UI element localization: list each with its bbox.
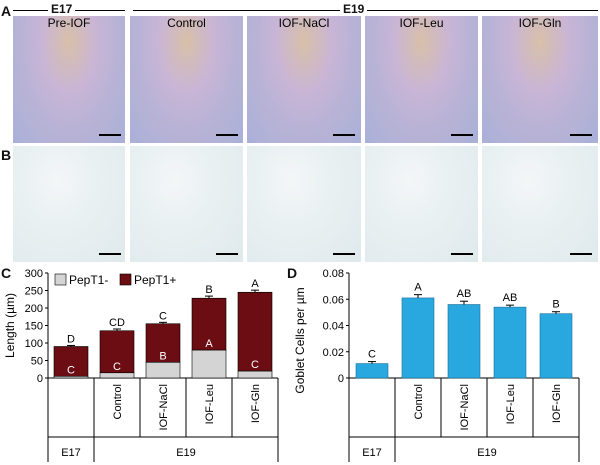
scale-bar: [99, 134, 121, 136]
micrograph-control: Control: [130, 16, 243, 143]
y-tick-label: 50: [31, 356, 43, 368]
bar-letter-pept1-neg: A: [205, 338, 213, 350]
legend-label-pept1-pos: PepT1+: [134, 273, 176, 287]
panel-letter-b: B: [1, 147, 12, 163]
scale-bar: [216, 134, 238, 136]
bar-letter-pept1-neg: C: [67, 364, 75, 376]
bar-pept1-neg: [191, 349, 227, 379]
group-label: E19: [477, 447, 497, 459]
micrograph-b-2: [130, 146, 243, 262]
y-tick-label: 0: [338, 373, 344, 385]
bar-pept1-pos: [191, 297, 227, 351]
significance-letter: CD: [109, 317, 125, 329]
y-axis-label: Goblet Cells per µm: [293, 287, 307, 393]
scale-bar: [216, 253, 238, 255]
y-tick-label: 0.06: [323, 294, 344, 306]
bar-pept1-neg: [145, 361, 181, 379]
bar-goblet: [493, 306, 527, 379]
scale-bar: [99, 253, 121, 255]
y-tick-label: 300: [25, 268, 43, 280]
significance-letter: B: [205, 284, 212, 296]
micrograph-iof-leu: IOF-Leu: [365, 16, 478, 143]
bar-letter-pept1-neg: C: [251, 359, 259, 371]
x-tick-label: Control: [413, 384, 425, 419]
x-tick-label: Control: [112, 384, 124, 419]
micrograph-b-1: [13, 146, 125, 262]
y-tick-label: 0.04: [323, 321, 344, 333]
scale-bar: [451, 134, 473, 136]
significance-letter: A: [414, 282, 422, 294]
goblet-chart: 0 0.02 0.04 0.06 0.08 Goblet Cells per µm C A AB…: [293, 268, 580, 462]
bar-goblet: [539, 313, 573, 379]
group-label: E19: [176, 447, 196, 459]
micrograph-b-5: [482, 146, 598, 262]
y-tick-label: 0: [37, 373, 43, 385]
scale-bar: [570, 134, 592, 136]
y-tick-label: 100: [25, 338, 43, 350]
scale-bar: [570, 253, 592, 255]
bar-pept1-pos: [99, 330, 135, 374]
group-label: E17: [61, 447, 81, 459]
micrograph-pre-iof: Pre-IOF: [13, 16, 125, 143]
micrograph-label: Pre-IOF: [47, 16, 91, 30]
bar-letter-pept1-neg: C: [113, 361, 121, 373]
x-tick-label: IOF-Gln: [250, 384, 262, 423]
legend-swatch-pept1-neg: [54, 273, 67, 286]
x-tick-label: IOF-Gln: [551, 384, 563, 423]
bar-goblet: [401, 297, 435, 379]
bar-pept1-neg: [237, 370, 273, 379]
panel-letter-d: D: [287, 265, 298, 281]
group-label: E17: [362, 447, 382, 459]
y-tick-label: 250: [25, 286, 43, 298]
micrograph-label: IOF-Leu: [399, 16, 444, 30]
x-tick-label: IOF-Leu: [204, 384, 216, 424]
panel-letter-a: A: [1, 3, 12, 19]
x-tick-label: IOF-NaCl: [158, 384, 170, 430]
micrograph-iof-nacl: IOF-NaCl: [247, 16, 361, 143]
y-tick-label: 200: [25, 303, 43, 315]
x-tick-label: IOF-Leu: [505, 384, 517, 424]
bar-pept1-pos: [237, 291, 273, 372]
micrograph-b-3: [247, 146, 361, 262]
micrograph-label: Control: [167, 16, 206, 30]
micrograph-iof-gln: IOF-Gln: [482, 16, 598, 143]
y-axis-label: Length (µm): [3, 293, 17, 358]
significance-letter: B: [552, 299, 559, 311]
significance-letter: C: [368, 349, 376, 361]
panel-letter-c: C: [1, 265, 12, 281]
significance-letter: AB: [457, 288, 472, 300]
bar-goblet: [355, 363, 389, 379]
micrograph-label: IOF-NaCl: [278, 16, 330, 30]
bar-pept1-neg: [99, 372, 135, 379]
significance-letter: AB: [503, 292, 518, 304]
e19-header: E19: [340, 2, 368, 16]
y-tick-label: 0.02: [323, 347, 344, 359]
significance-letter: A: [251, 278, 259, 290]
scale-bar: [333, 134, 355, 136]
micrograph-label: IOF-Gln: [518, 16, 562, 30]
x-tick-label: IOF-NaCl: [459, 384, 471, 430]
scale-bar: [333, 253, 355, 255]
legend-label-pept1-neg: PepT1-: [69, 273, 108, 287]
scale-bar: [451, 253, 473, 255]
length-chart: 0 50 100 150 200 250 300 Length (µm) D C CD C C B B A A C…: [3, 268, 279, 462]
legend-swatch-pept1-pos: [119, 273, 132, 286]
significance-letter: C: [159, 310, 167, 322]
micrograph-b-4: [365, 146, 478, 262]
bar-letter-pept1-neg: B: [159, 350, 166, 362]
e17-header: E17: [48, 2, 76, 16]
bar-goblet: [447, 304, 481, 379]
y-tick-label: 0.08: [323, 268, 344, 280]
significance-letter: D: [67, 333, 75, 345]
y-tick-label: 150: [25, 321, 43, 333]
